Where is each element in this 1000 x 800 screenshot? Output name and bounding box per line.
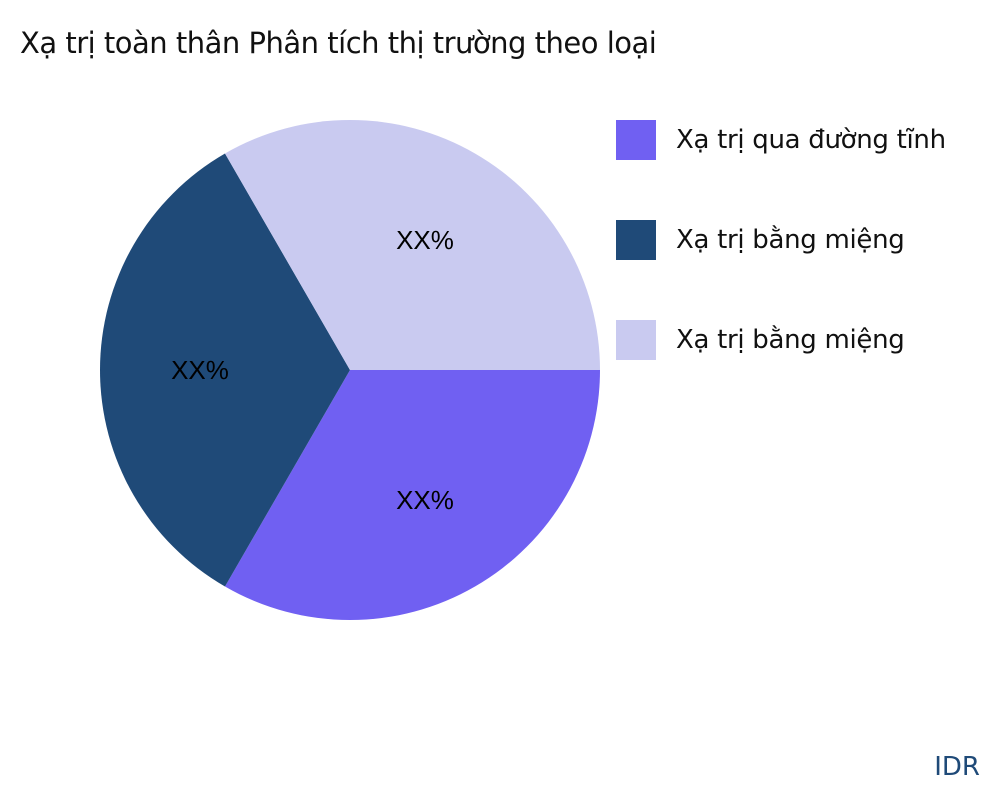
slice-label: XX% (171, 355, 229, 385)
pie-slice (225, 119, 600, 370)
legend-item: Xạ trị bằng miệng (616, 220, 905, 260)
legend-item: Xạ trị bằng miệng (616, 320, 905, 360)
legend-label: Xạ trị bằng miệng (676, 225, 905, 255)
slice-label: XX% (396, 485, 454, 515)
legend-item: Xạ trị qua đường tĩnh (616, 120, 946, 160)
legend-swatch (616, 220, 656, 260)
pie-slice (225, 370, 600, 620)
chart-title: Xạ trị toàn thân Phân tích thị trường th… (20, 26, 657, 60)
slice-label: XX% (396, 225, 454, 255)
watermark-logo: IDR (934, 752, 980, 782)
legend-swatch (616, 320, 656, 360)
legend-label: Xạ trị bằng miệng (676, 325, 905, 355)
legend-label: Xạ trị qua đường tĩnh (676, 125, 946, 155)
legend-swatch (616, 120, 656, 160)
